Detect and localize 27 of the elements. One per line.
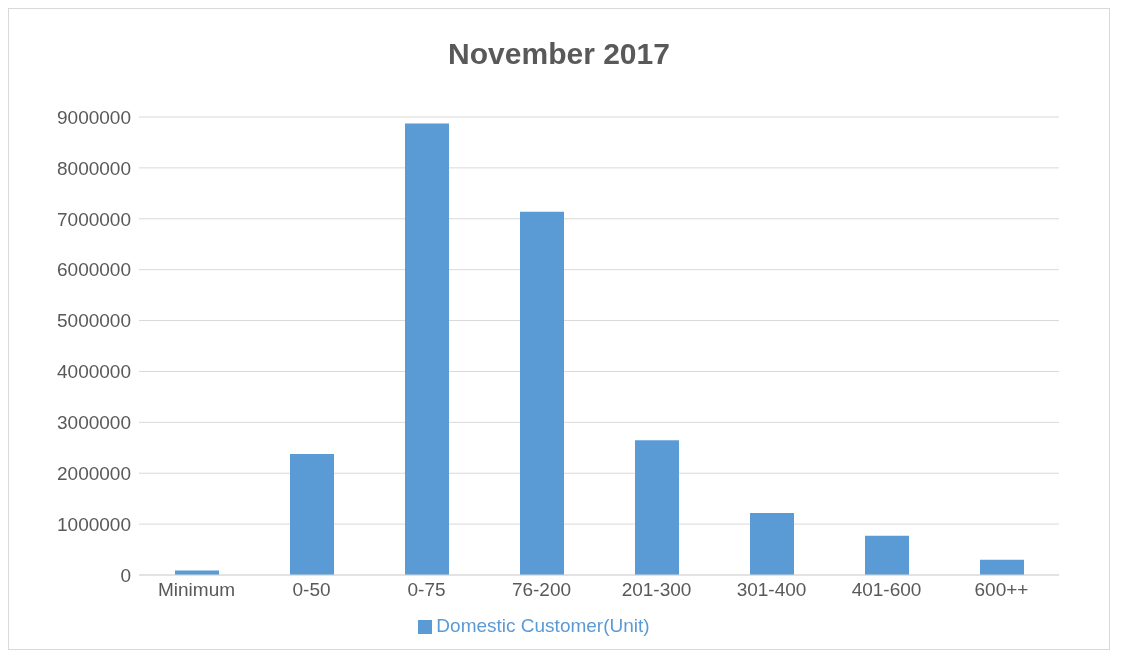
y-tick-label: 9000000 (57, 106, 131, 128)
x-tick-label: 0-75 (407, 579, 446, 601)
x-tick-label: 201-300 (621, 579, 692, 601)
bar (750, 512, 794, 575)
y-tick-label: 7000000 (57, 208, 131, 230)
x-tick-label: 0-50 (292, 579, 331, 601)
y-tick-label: 3000000 (57, 412, 131, 434)
y-tick-label: 0 (120, 564, 131, 586)
bar (520, 211, 564, 575)
y-tick-label: 4000000 (57, 361, 131, 383)
y-tick-label: 2000000 (57, 462, 131, 484)
y-tick-label: 1000000 (57, 513, 131, 535)
x-tick-label: 401-600 (851, 579, 922, 601)
y-tick-label: 6000000 (57, 259, 131, 281)
bar (405, 123, 449, 575)
x-tick-label: Minimum (157, 579, 236, 601)
legend-label: Domestic Customer(Unit) (436, 615, 650, 636)
bar (865, 535, 909, 575)
x-tick-label: 600++ (974, 579, 1029, 601)
bar (980, 559, 1024, 575)
chart-title: November 2017 (447, 36, 671, 72)
y-tick-label: 5000000 (57, 310, 131, 332)
bar (635, 440, 679, 575)
x-tick-label: 301-400 (736, 579, 807, 601)
bar (290, 453, 334, 575)
y-tick-label: 8000000 (57, 157, 131, 179)
x-tick-label: 76-200 (511, 579, 572, 601)
